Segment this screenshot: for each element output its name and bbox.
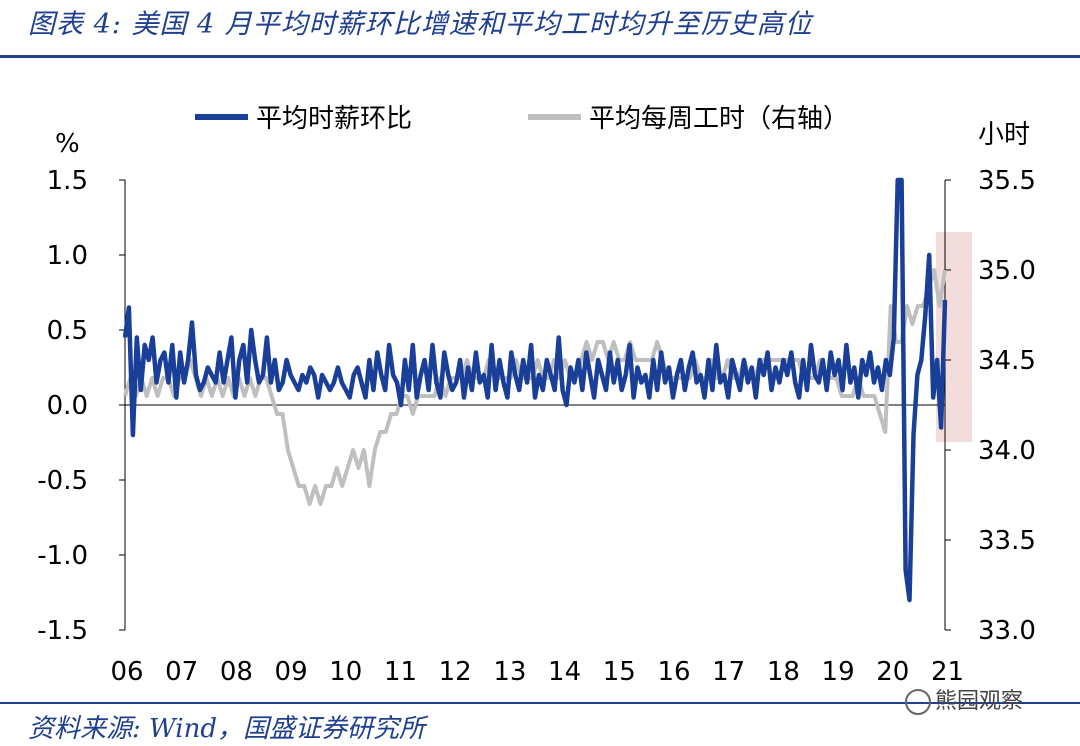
- wechat-icon: [905, 689, 931, 715]
- header-rule: [0, 55, 1080, 58]
- left-tick-label: 0.5: [47, 316, 88, 346]
- x-tick-label: 13: [493, 657, 526, 687]
- x-tick-label: 06: [110, 657, 143, 687]
- right-tick-label: 33.0: [978, 616, 1036, 646]
- x-tick-label: 12: [439, 657, 472, 687]
- left-tick-label: 1.5: [47, 166, 88, 196]
- left-tick-label: 1.0: [47, 241, 88, 271]
- x-tick-label: 21: [931, 657, 964, 687]
- chart-title: 图表 4: 美国 4 月平均时薪环比增速和平均工时均升至历史高位: [28, 9, 813, 40]
- line-chart: 1.5 1.0 0.5 0.0 -0.5 -1.0 -1.5 35.5 35.0 34.5 34.…: [37, 104, 1036, 687]
- x-tick-label: 18: [767, 657, 800, 687]
- x-tick-label: 17: [712, 657, 745, 687]
- watermark: 熊园观察: [905, 683, 1023, 715]
- x-tick-label: 15: [603, 657, 636, 687]
- right-tick-label: 35.5: [978, 166, 1036, 196]
- x-tick-label: 19: [822, 657, 855, 687]
- x-tick-label: 20: [876, 657, 909, 687]
- x-tick-label: 07: [165, 657, 198, 687]
- series-line-wage: [122, 177, 948, 603]
- legend: 平均时薪环比 平均每周工时（右轴）: [195, 104, 849, 134]
- x-tick-label: 11: [384, 657, 417, 687]
- right-tick-label: 34.0: [978, 436, 1036, 466]
- left-tick-label: -1.5: [37, 616, 88, 646]
- x-tick-label: 09: [275, 657, 308, 687]
- right-tick-label: 35.0: [978, 256, 1036, 286]
- footer-rule: [0, 702, 1080, 704]
- left-tick-label: -0.5: [37, 466, 88, 496]
- right-axis-label: 小时: [978, 120, 1030, 150]
- legend-label-hours: 平均每周工时（右轴）: [589, 104, 849, 134]
- source-note: 资料来源: Wind，国盛证券研究所: [28, 714, 425, 744]
- x-tick-label: 08: [220, 657, 253, 687]
- watermark-text: 熊园观察: [935, 689, 1024, 714]
- legend-label-wage: 平均时薪环比: [256, 104, 412, 134]
- x-tick-label: 10: [329, 657, 362, 687]
- right-tick-label: 34.5: [978, 346, 1036, 376]
- left-axis-label: %: [55, 129, 80, 159]
- left-tick-label: 0.0: [47, 391, 88, 421]
- x-tick-label: 14: [548, 657, 581, 687]
- x-tick-label: 16: [657, 657, 690, 687]
- left-tick-label: -1.0: [37, 541, 88, 571]
- right-tick-label: 33.5: [978, 526, 1036, 556]
